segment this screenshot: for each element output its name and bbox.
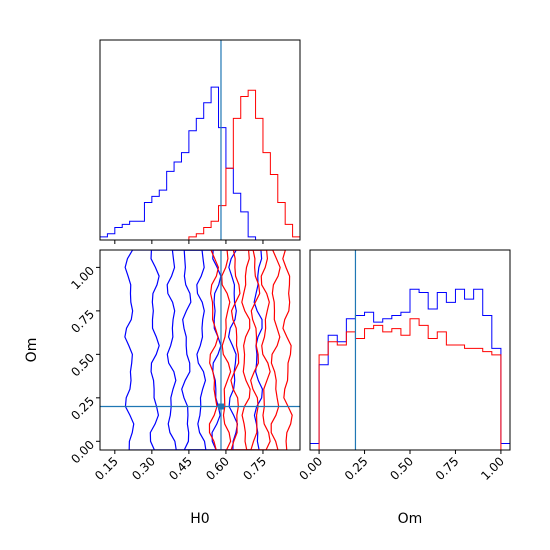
contour-1-level-1 xyxy=(230,250,271,450)
contour-0-level-3 xyxy=(124,250,264,450)
h0-histogram-frame xyxy=(99,39,301,241)
om-tick-label-2: 0.50 xyxy=(68,351,97,380)
om-histogram-ticks: 0.00 0.25 0.50 0.75 1.00 xyxy=(296,450,507,483)
h0-tick-label-0: 0.15 xyxy=(92,454,121,483)
contour-lines xyxy=(124,250,293,450)
om-hist-tick-label-0: 0.00 xyxy=(296,454,325,483)
h0-histogram-ticks xyxy=(114,240,264,244)
contour-0-level-0 xyxy=(181,250,207,450)
om-histogram-panel: 0.00 0.25 0.50 0.75 1.00 Om xyxy=(296,249,511,527)
om-tick-label-1: 0.25 xyxy=(68,394,97,423)
h0-hist-step-0 xyxy=(100,86,257,240)
om-hist-tick-label-3: 0.75 xyxy=(433,454,462,483)
om-axis-label: Om xyxy=(24,338,40,363)
om-tick-label-3: 0.75 xyxy=(68,307,97,336)
om-histogram-frame xyxy=(309,249,511,451)
h0-histogram-panel xyxy=(99,39,301,244)
om-hist-step-0 xyxy=(310,288,510,450)
h0-hist-step-1 xyxy=(188,89,300,240)
joint-frame xyxy=(99,249,301,451)
om-tick-label-0: 0.00 xyxy=(68,438,97,467)
om-tick-label-4: 1.00 xyxy=(68,264,97,293)
h0-axis-ticks: 0.15 0.30 0.45 0.60 0.75 xyxy=(92,450,269,483)
om-hist-step-1 xyxy=(318,318,502,450)
om-hist-tick-label-4: 1.00 xyxy=(478,454,507,483)
contour-1-level-3 xyxy=(208,250,293,450)
h0-tick-label-1: 0.30 xyxy=(129,454,158,483)
h0-tick-label-4: 0.75 xyxy=(240,454,269,483)
h0-histogram-bars xyxy=(100,86,300,240)
om-axis-ticks: 0.00 0.25 0.50 0.75 1.00 xyxy=(68,264,100,467)
om-hist-tick-label-2: 0.50 xyxy=(387,454,416,483)
joint-contour-panel: 0.15 0.30 0.45 0.60 0.75 0.00 0.25 0.50 0.75 1.0… xyxy=(24,249,301,527)
om-histogram-axis-label: Om xyxy=(398,511,423,527)
contour-0-level-1 xyxy=(166,250,222,450)
om-hist-tick-label-1: 0.25 xyxy=(342,454,371,483)
h0-tick-label-3: 0.60 xyxy=(203,454,232,483)
contour-1-level-0 xyxy=(241,250,261,450)
h0-axis-label: H0 xyxy=(190,511,209,527)
h0-tick-label-2: 0.45 xyxy=(166,454,195,483)
contour-1-level-2 xyxy=(221,250,281,450)
om-histogram-bars xyxy=(310,288,510,450)
truth-marker xyxy=(217,403,224,410)
